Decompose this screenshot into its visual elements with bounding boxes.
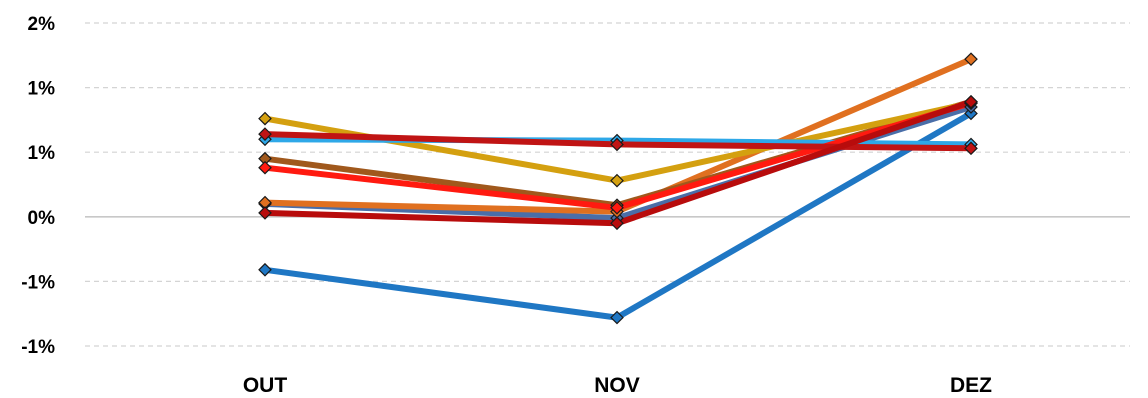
series-7-point (258, 160, 272, 175)
y-tick-label: 2% (28, 14, 56, 35)
series-9-point (610, 216, 624, 231)
series-9-point (258, 206, 272, 220)
y-tick-label: 0% (28, 208, 56, 229)
series-line-4 (262, 98, 974, 209)
series-1-point (258, 262, 272, 277)
series-8-point (964, 141, 978, 156)
x-tick-label: NOV (594, 374, 640, 397)
gridlines (85, 22, 1130, 347)
series-1-point (610, 310, 624, 325)
y-tick-label: -1% (21, 337, 55, 358)
series-3-point (964, 52, 978, 67)
series-markers (258, 52, 978, 325)
series-5-point (258, 111, 272, 126)
y-tick-label: 1% (28, 79, 56, 100)
series-7-point (610, 200, 624, 215)
x-axis-category-labels: OUT NOV DEZ (243, 374, 992, 397)
x-tick-label: OUT (243, 374, 288, 397)
x-tick-label: DEZ (950, 374, 992, 397)
y-tick-label: -1% (21, 272, 55, 293)
series-5-point (610, 173, 624, 188)
series-8-point (258, 127, 272, 141)
series-8-point (610, 137, 624, 152)
series-lines (262, 56, 974, 321)
series-line-7 (262, 100, 974, 211)
y-tick-label: 1% (28, 143, 56, 164)
series-9-point (964, 94, 978, 109)
y-axis-tick-labels: 2% 1% 1% 0% -1% -1% (21, 14, 55, 358)
